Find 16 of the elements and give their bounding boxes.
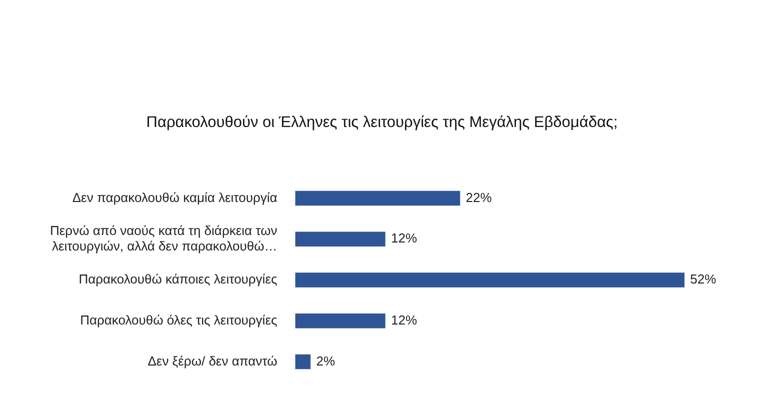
y-tick-label: Παρακολουθώ όλες τις λειτουργίες [80, 312, 278, 328]
bar [295, 272, 684, 288]
y-tick-label: Περνώ από ναούς κατά τη διάρκεια των λειτουργιών, αλλά δεν παρακολουθώ… [50, 222, 278, 254]
bar [295, 190, 460, 206]
y-tick-label: Δεν ξέρω/ δεν απαντώ [148, 353, 278, 368]
data-label: 12% [391, 312, 418, 328]
bar [295, 354, 311, 370]
data-label: 22% [466, 190, 492, 205]
data-label: 52% [690, 272, 717, 287]
y-tick-label: Δεν παρακολουθώ καμία λειτουργία [72, 190, 278, 205]
y-tick-label: Παρακολουθώ κάποιες λειτουργίες [78, 272, 278, 287]
chart-title: Παρακολουθούν οι Έλληνες τις λειτουργίες της Μεγάλης Εβδομάδας; [145, 114, 619, 132]
bar [295, 232, 386, 246]
data-label: 2% [316, 353, 336, 368]
data-label: 12% [391, 230, 418, 246]
bar [295, 314, 386, 328]
